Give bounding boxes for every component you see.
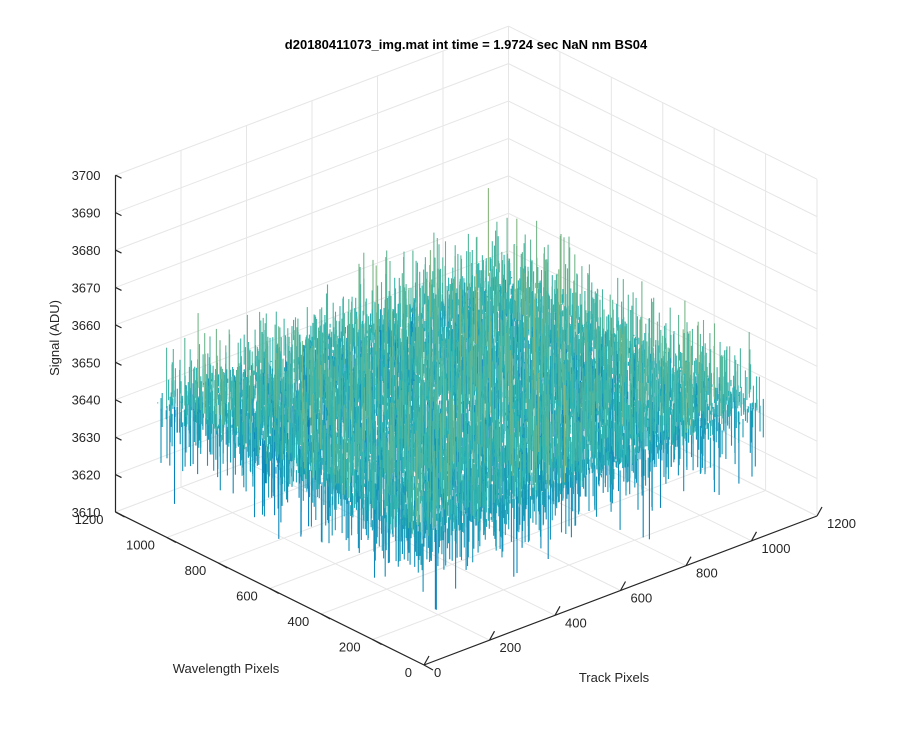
gridline-x (180, 486, 490, 641)
surface-plot (157, 188, 764, 610)
